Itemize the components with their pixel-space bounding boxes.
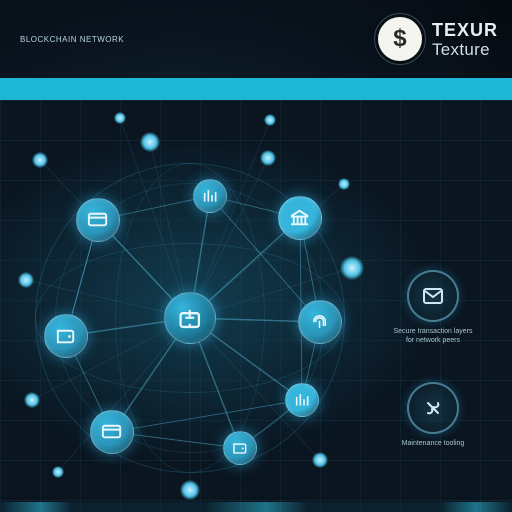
scan-bar xyxy=(0,502,512,512)
side-label: Secure transaction layers for network pe… xyxy=(394,328,473,346)
logo-badge: $ xyxy=(378,17,422,61)
mail-icon[interactable] xyxy=(407,270,459,322)
card-node[interactable] xyxy=(76,198,120,242)
side-panel: Secure transaction layers for network pe… xyxy=(368,270,498,484)
glow-dot xyxy=(260,150,276,166)
tools-icon[interactable] xyxy=(407,382,459,434)
accent-stripe xyxy=(0,78,512,100)
glow-dot xyxy=(18,272,34,288)
glow-dot xyxy=(338,178,350,190)
brand-subtitle: Texture xyxy=(432,41,498,58)
glow-dot xyxy=(180,480,200,500)
dollar-icon: $ xyxy=(393,25,406,53)
card-node[interactable] xyxy=(90,410,134,454)
glow-dot xyxy=(114,112,126,124)
glow-dot xyxy=(52,466,64,478)
bank-node[interactable] xyxy=(278,196,322,240)
brand-title: TEXUR xyxy=(432,21,498,39)
page-root: BLOCKCHAIN NETWORK $ TEXUR Texture xyxy=(0,0,512,512)
analytics-node[interactable] xyxy=(193,179,227,213)
glow-dot xyxy=(140,132,160,152)
glow-dot xyxy=(24,392,40,408)
network-canvas: Secure transaction layers for network pe… xyxy=(0,100,512,512)
fingerprint-node[interactable] xyxy=(298,300,342,344)
wallet-node[interactable] xyxy=(223,431,257,465)
glow-dot xyxy=(312,452,328,468)
glow-dot xyxy=(340,256,364,280)
header: BLOCKCHAIN NETWORK $ TEXUR Texture xyxy=(0,0,512,78)
side-item: Maintenance tooling xyxy=(368,382,498,449)
header-label: BLOCKCHAIN NETWORK xyxy=(20,35,124,44)
glow-dot xyxy=(32,152,48,168)
brand-stack: TEXUR Texture xyxy=(432,21,498,58)
side-label: Maintenance tooling xyxy=(402,440,465,449)
glow-dot xyxy=(264,114,276,126)
analytics-node[interactable] xyxy=(285,383,319,417)
finance-node[interactable] xyxy=(164,292,216,344)
side-item: Secure transaction layers for network pe… xyxy=(368,270,498,346)
wallet-node[interactable] xyxy=(44,314,88,358)
